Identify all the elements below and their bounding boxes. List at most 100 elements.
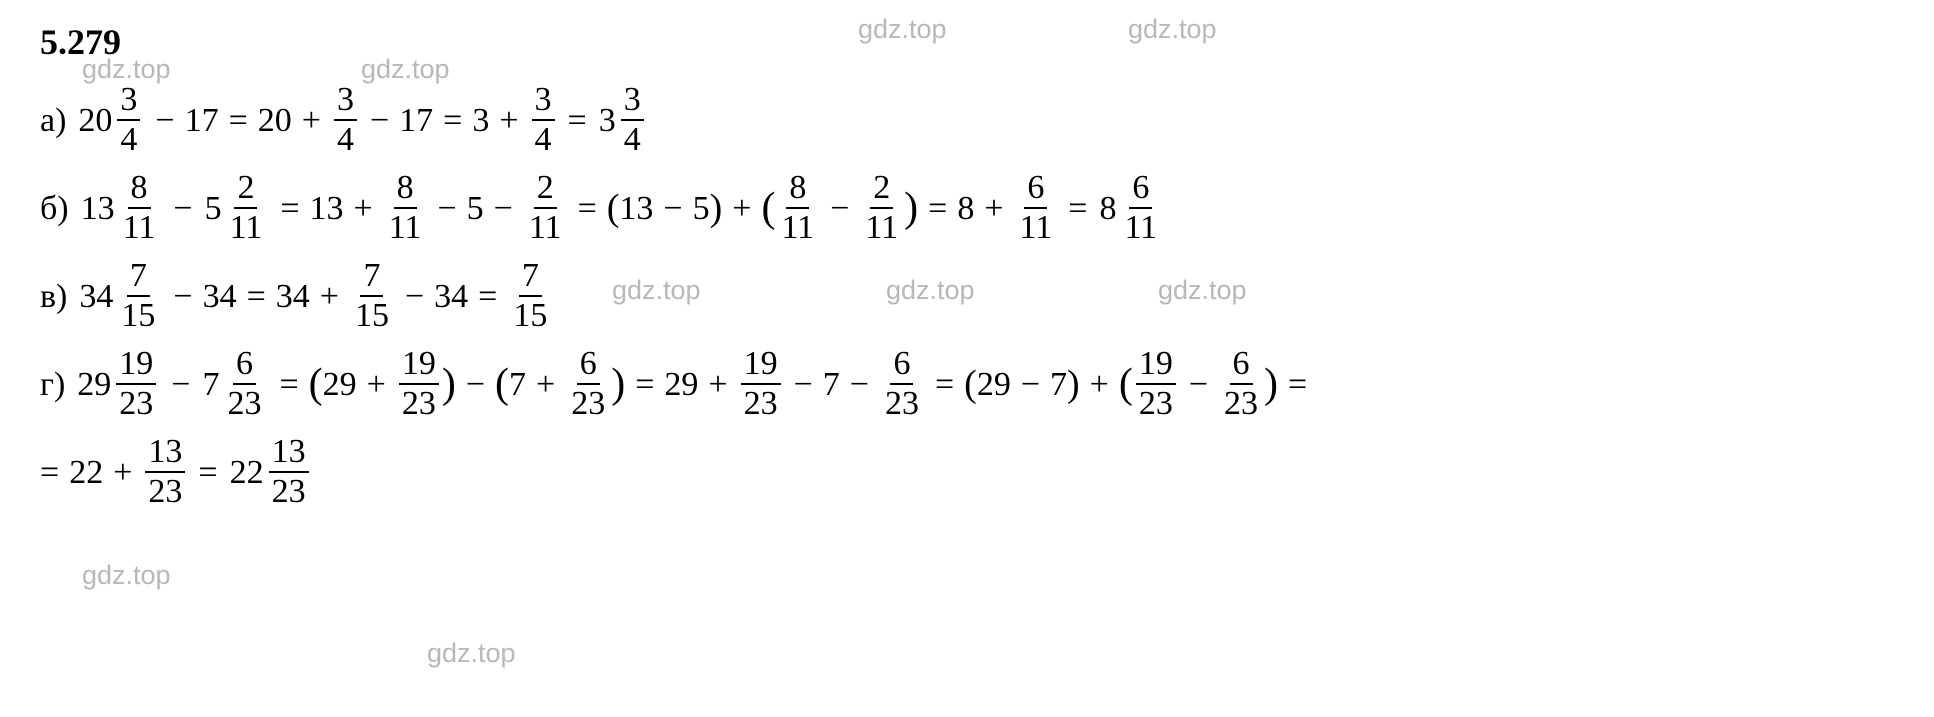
plus-op: + xyxy=(536,359,555,410)
equals: = xyxy=(443,95,462,146)
minus-op: − xyxy=(173,271,192,322)
line-a: а) 2034 − 17 = 20 + 34 − 17 = 3 + 34 = 3… xyxy=(40,83,1894,157)
fraction: 715 xyxy=(352,259,392,333)
plus-op: + xyxy=(732,183,751,234)
fraction: 611 xyxy=(1017,171,1056,245)
equals: = xyxy=(928,183,947,234)
label-c: в) xyxy=(40,271,67,322)
equals: = xyxy=(229,95,248,146)
fraction: 715 xyxy=(510,259,550,333)
minus-op: − xyxy=(466,359,485,410)
minus-op: − xyxy=(173,183,192,234)
mixed-number: 5211 xyxy=(205,171,269,245)
num: 5 xyxy=(467,183,484,234)
minus-op: − xyxy=(850,359,869,410)
fraction: 1923 xyxy=(1136,347,1176,421)
line-c: в) 34715 − 34 = 34 + 715 − 34 = 715 xyxy=(40,259,1894,333)
plus-op: + xyxy=(1090,359,1109,410)
fraction: 34 xyxy=(334,83,357,157)
equals: = xyxy=(935,359,954,410)
plus-op: + xyxy=(984,183,1003,234)
equals: = xyxy=(578,183,597,234)
minus-op: − xyxy=(794,359,813,410)
minus-op: − xyxy=(663,183,682,234)
paren-close: ) xyxy=(611,353,625,416)
mixed-number: 2034 xyxy=(78,83,143,157)
paren-close: ) xyxy=(904,177,918,240)
label-d: г) xyxy=(40,359,65,410)
num: 34 xyxy=(434,271,468,322)
minus-op: − xyxy=(171,359,190,410)
paren-open: ( xyxy=(309,353,323,416)
fraction: 811 xyxy=(778,171,817,245)
num: 29 xyxy=(664,359,698,410)
paren-open: ( xyxy=(607,180,620,237)
fraction: 1923 xyxy=(741,347,781,421)
fraction: 1323 xyxy=(145,435,185,509)
fraction: 623 xyxy=(882,347,922,421)
paren-close: ) xyxy=(442,353,456,416)
equals: = xyxy=(635,359,654,410)
num: 7 xyxy=(509,359,526,410)
minus-op: − xyxy=(1021,359,1040,410)
math-content: 5.279 а) 2034 − 17 = 20 + 34 − 17 = 3 + … xyxy=(0,0,1934,538)
minus-op: − xyxy=(494,183,513,234)
num: 17 xyxy=(185,95,219,146)
fraction: 1923 xyxy=(399,347,439,421)
line-d: г) 291923 − 7623 = ( 29 + 1923 ) − ( 7 +… xyxy=(40,347,1894,421)
minus-op: − xyxy=(405,271,424,322)
minus-op: − xyxy=(370,95,389,146)
plus-op: + xyxy=(354,183,373,234)
paren-open: ( xyxy=(964,356,977,413)
equals: = xyxy=(1068,183,1087,234)
paren-close: ) xyxy=(710,180,723,237)
plus-op: + xyxy=(113,447,132,498)
num: 22 xyxy=(69,447,103,498)
num: 29 xyxy=(323,359,357,410)
mixed-number: 13811 xyxy=(81,171,162,245)
fraction: 623 xyxy=(1221,347,1261,421)
problem-number: 5.279 xyxy=(40,15,1894,69)
plus-op: + xyxy=(708,359,727,410)
paren-close: ) xyxy=(1067,356,1080,413)
plus-op: + xyxy=(320,271,339,322)
minus-op: − xyxy=(830,183,849,234)
equals: = xyxy=(279,359,298,410)
num: 7 xyxy=(1050,359,1067,410)
minus-op: − xyxy=(155,95,174,146)
mixed-number: 34715 xyxy=(79,259,161,333)
mixed-number: 334 xyxy=(599,83,647,157)
num: 13 xyxy=(619,183,653,234)
num: 3 xyxy=(472,95,489,146)
watermark: gdz.top xyxy=(82,560,171,591)
paren-open: ( xyxy=(1119,353,1133,416)
mixed-number: 291923 xyxy=(77,347,159,421)
label-a: а) xyxy=(40,95,66,146)
num: 34 xyxy=(203,271,237,322)
minus-op: − xyxy=(437,183,456,234)
equals: = xyxy=(247,271,266,322)
equals: = xyxy=(198,447,217,498)
num: 13 xyxy=(310,183,344,234)
num: 34 xyxy=(276,271,310,322)
equals: = xyxy=(40,447,59,498)
mixed-number: 221323 xyxy=(230,435,312,509)
num: 20 xyxy=(258,95,292,146)
fraction: 211 xyxy=(862,171,901,245)
paren-close: ) xyxy=(1264,353,1278,416)
paren-open: ( xyxy=(761,177,775,240)
equals: = xyxy=(1288,359,1307,410)
fraction: 211 xyxy=(526,171,565,245)
num: 29 xyxy=(977,359,1011,410)
plus-op: + xyxy=(302,95,321,146)
minus-op: − xyxy=(1189,359,1208,410)
line-d-cont: = 22 + 1323 = 221323 xyxy=(40,435,1894,509)
equals: = xyxy=(280,183,299,234)
num: 7 xyxy=(823,359,840,410)
equals: = xyxy=(568,95,587,146)
label-b: б) xyxy=(40,183,69,234)
fraction: 811 xyxy=(386,171,425,245)
fraction: 34 xyxy=(532,83,555,157)
mixed-number: 8611 xyxy=(1099,171,1163,245)
num: 17 xyxy=(399,95,433,146)
